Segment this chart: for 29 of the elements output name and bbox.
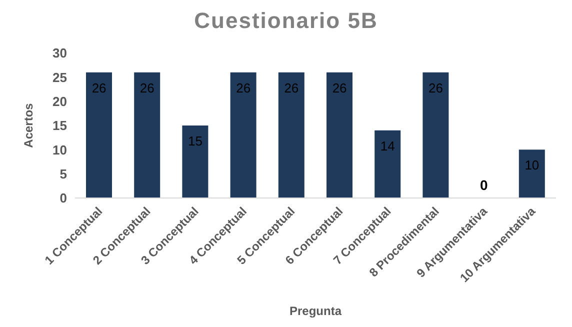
chart-title: Cuestionario 5B (193, 8, 379, 34)
y-tick-label: 25 (52, 70, 67, 85)
y-tick-label: 10 (52, 142, 67, 158)
y-tick-label: 20 (52, 94, 67, 109)
data-label: 0 (480, 177, 488, 193)
data-label: 14 (380, 138, 395, 154)
bar (86, 72, 112, 198)
data-label: 26 (140, 80, 154, 96)
y-tick-label: 5 (60, 166, 67, 182)
data-label: 26 (284, 80, 299, 96)
data-label: 10 (524, 158, 540, 173)
bar (326, 72, 352, 198)
bar (230, 72, 256, 198)
y-tick-label: 15 (52, 118, 67, 134)
y-axis-title: Acertos (21, 102, 36, 148)
bar (374, 130, 401, 198)
bar (134, 72, 160, 198)
bar (182, 126, 208, 198)
bar (422, 72, 449, 198)
x-axis-title: Pregunta (289, 304, 342, 318)
data-label: 26 (428, 80, 443, 96)
y-tick-label: 0 (60, 190, 67, 206)
bar (518, 150, 545, 198)
data-label: 26 (236, 80, 251, 96)
data-label: 26 (92, 80, 106, 96)
y-tick-label: 30 (52, 46, 67, 61)
data-label: 26 (332, 80, 347, 96)
data-label: 15 (188, 134, 202, 148)
bar (278, 72, 304, 198)
